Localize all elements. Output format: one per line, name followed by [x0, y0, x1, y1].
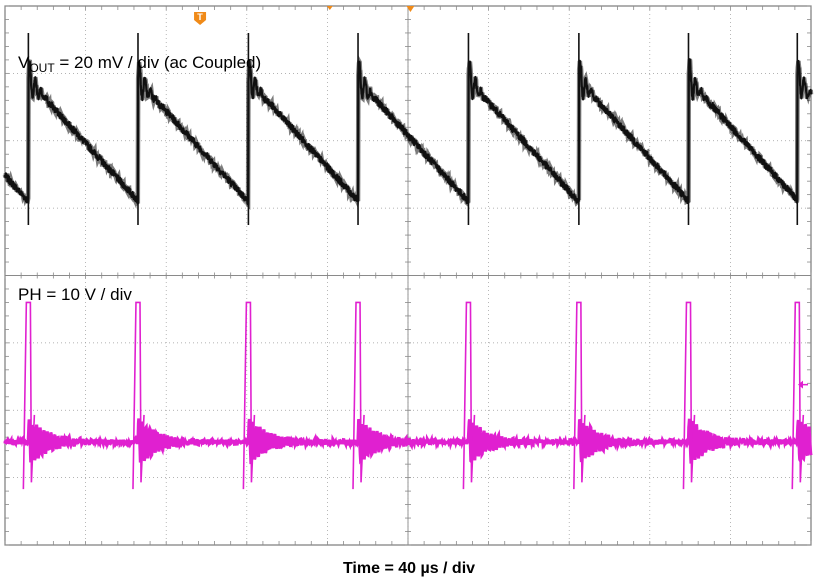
ph-trace [3, 301, 813, 490]
trigger-marker [194, 12, 207, 25]
ph-scale-label: PH = 10 V / div [18, 285, 132, 304]
ph-pulse [573, 301, 586, 490]
time-scale-label: Time = 40 µs / div [342, 560, 476, 577]
trigger-marker-letter: T [197, 12, 203, 22]
vout-ripple-envelope [2, 55, 814, 210]
ph-pulse [682, 301, 696, 490]
ch2-reference-marker [798, 380, 803, 389]
vout-label-rest: = 20 mV / div (ac Coupled) [54, 53, 262, 72]
top-tick-marker [326, 6, 333, 10]
vout-label-sub: OUT [29, 61, 55, 75]
ph-pulse [132, 301, 145, 490]
vout-label-main: V [18, 53, 30, 72]
vout-scale-label: VOUT = 20 mV / div (ac Coupled) [18, 53, 261, 75]
ph-pulse [352, 301, 365, 490]
ph-pulse [791, 301, 805, 490]
horizontal-position-marker [406, 6, 415, 12]
vout-trace [2, 32, 814, 225]
ph-pulse [242, 301, 256, 490]
ph-baseline-line [3, 418, 813, 465]
ph-pulse [462, 301, 476, 490]
ph-pulse [22, 301, 36, 490]
grid [4, 5, 812, 546]
markers: T [194, 6, 808, 389]
